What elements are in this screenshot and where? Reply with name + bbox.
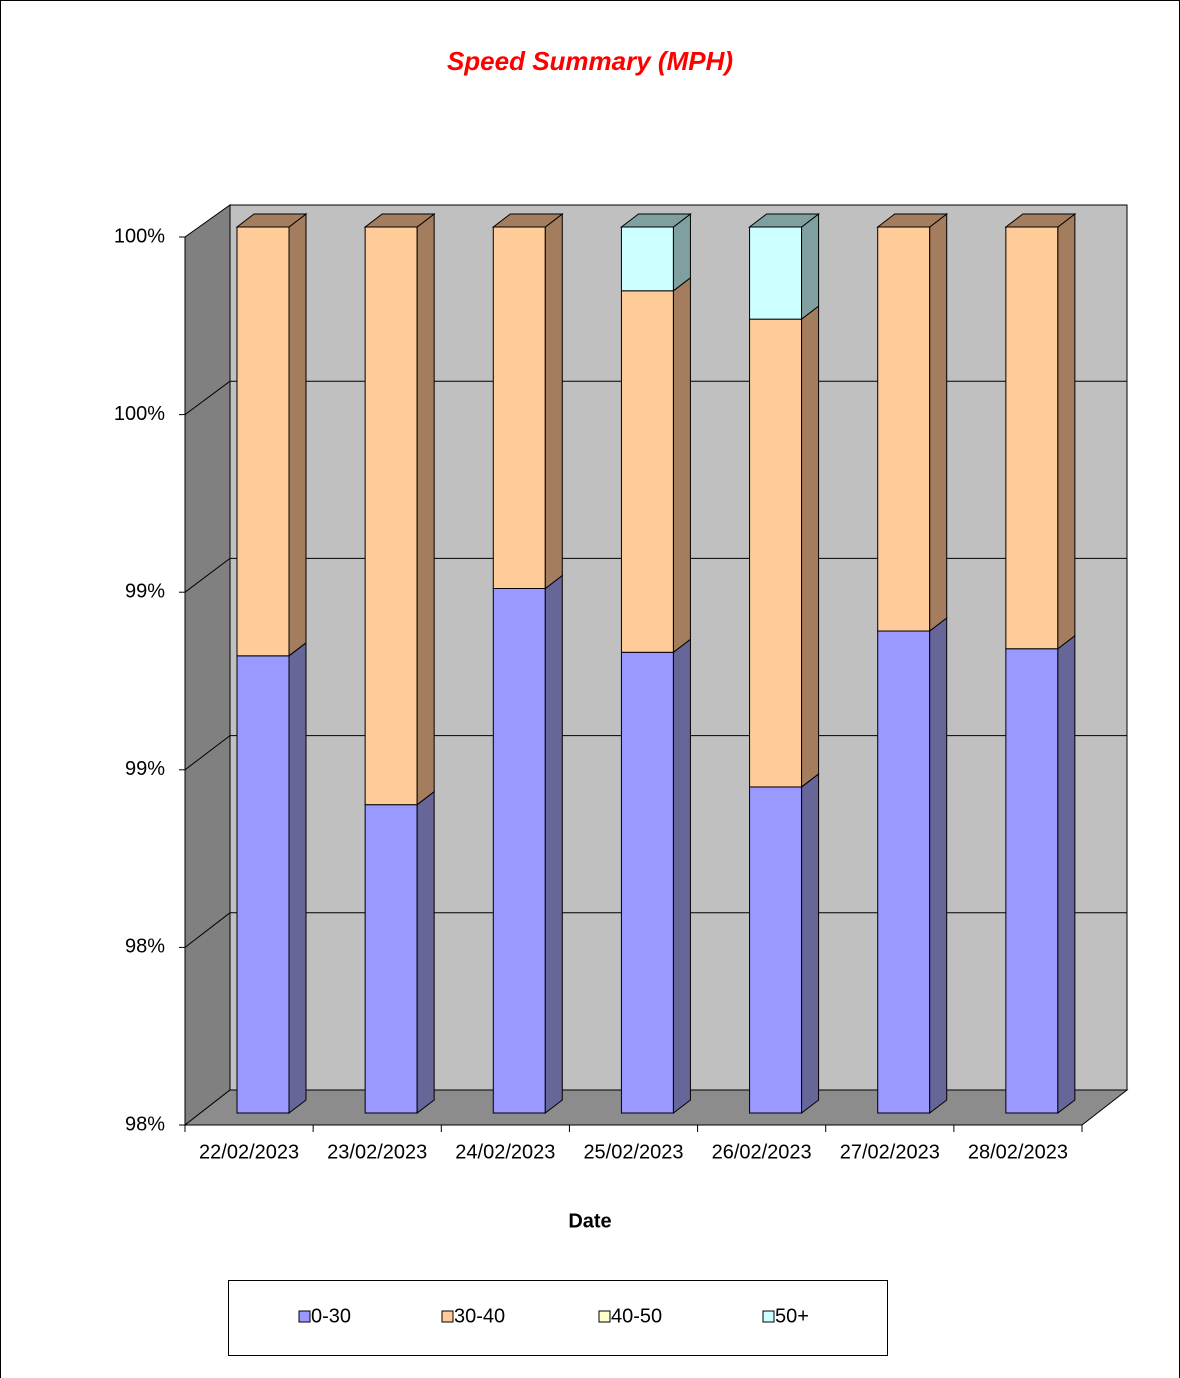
bar-top	[491, 213, 564, 228]
y-tick-label: 99%	[125, 758, 165, 780]
y-tick-label: 100%	[114, 225, 165, 247]
bar-side	[1057, 634, 1076, 1115]
bar-side	[1057, 212, 1076, 650]
y-tick-label: 98%	[125, 1113, 165, 1135]
bar-side	[672, 276, 691, 654]
bar-segment	[620, 290, 674, 653]
legend-label: 0-30	[311, 1305, 351, 1327]
bar-segment	[236, 655, 290, 1114]
bar-side	[801, 305, 820, 788]
bar-side	[544, 574, 563, 1115]
side-wall	[184, 204, 231, 1127]
bar-segment	[364, 804, 418, 1114]
bar-segment	[364, 226, 418, 806]
legend-swatch	[298, 1310, 311, 1323]
legend-label: 30-40	[454, 1305, 505, 1327]
bar-side	[416, 212, 435, 806]
legend-label: 40-50	[611, 1305, 662, 1327]
y-tick-label: 99%	[125, 580, 165, 602]
bar-segment	[1005, 226, 1059, 650]
chart-title: Speed Summary (MPH)	[447, 46, 733, 76]
bar-side	[801, 772, 820, 1115]
legend	[228, 1280, 888, 1356]
bar-segment	[492, 226, 546, 589]
bar-top	[619, 213, 692, 228]
bar-side	[672, 638, 691, 1115]
bar-side	[288, 212, 307, 657]
y-tick-label: 100%	[114, 403, 165, 425]
x-tick-label: 25/02/2023	[583, 1141, 683, 1163]
x-axis-label: Date	[568, 1210, 611, 1232]
bar-segment	[749, 226, 803, 320]
legend-swatch	[441, 1310, 454, 1323]
bar-side	[929, 617, 948, 1115]
legend-swatch	[762, 1310, 775, 1323]
x-tick-label: 26/02/2023	[712, 1141, 812, 1163]
bar-segment	[749, 318, 803, 788]
bar-segment	[620, 651, 674, 1114]
bar-segment	[236, 226, 290, 657]
bar-segment	[877, 630, 931, 1114]
bar-side	[416, 790, 435, 1115]
grid-line	[184, 912, 231, 948]
legend-swatch	[598, 1310, 611, 1323]
x-tick-label: 22/02/2023	[199, 1141, 299, 1163]
bar-top	[1004, 213, 1077, 228]
bar-top	[748, 213, 821, 228]
bar-segment	[877, 226, 931, 632]
bar-top	[876, 213, 949, 228]
x-tick-label: 28/02/2023	[968, 1141, 1068, 1163]
grid-line	[184, 558, 231, 593]
grid-line	[184, 380, 231, 416]
x-tick-label: 23/02/2023	[327, 1141, 427, 1163]
bar-segment	[749, 786, 803, 1114]
x-tick-label: 27/02/2023	[840, 1141, 940, 1163]
bar-segment	[620, 226, 674, 292]
bar-top	[235, 213, 308, 228]
bar-top	[363, 213, 436, 228]
bar-side	[544, 212, 563, 590]
bar-segment	[1005, 648, 1059, 1114]
x-tick-label: 24/02/2023	[455, 1141, 555, 1163]
legend-label: 50+	[775, 1305, 809, 1327]
grid-line	[184, 735, 231, 771]
bar-side	[929, 212, 948, 633]
y-tick-label: 98%	[125, 936, 165, 958]
bar-side	[801, 212, 820, 321]
bar-segment	[492, 587, 546, 1114]
bar-side	[288, 641, 307, 1115]
